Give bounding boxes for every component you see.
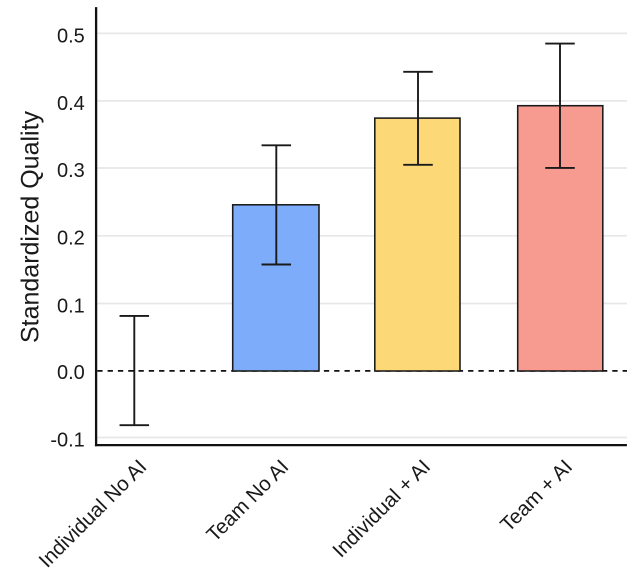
svg-text:0.1: 0.1 (57, 295, 85, 317)
svg-text:-0.1: -0.1 (50, 429, 84, 451)
svg-text:Standardized Quality: Standardized Quality (17, 110, 45, 343)
svg-text:0.4: 0.4 (57, 93, 85, 115)
svg-text:0.5: 0.5 (57, 25, 85, 47)
svg-text:0.3: 0.3 (57, 160, 85, 182)
svg-text:0.0: 0.0 (57, 362, 85, 384)
svg-text:0.2: 0.2 (57, 228, 85, 250)
